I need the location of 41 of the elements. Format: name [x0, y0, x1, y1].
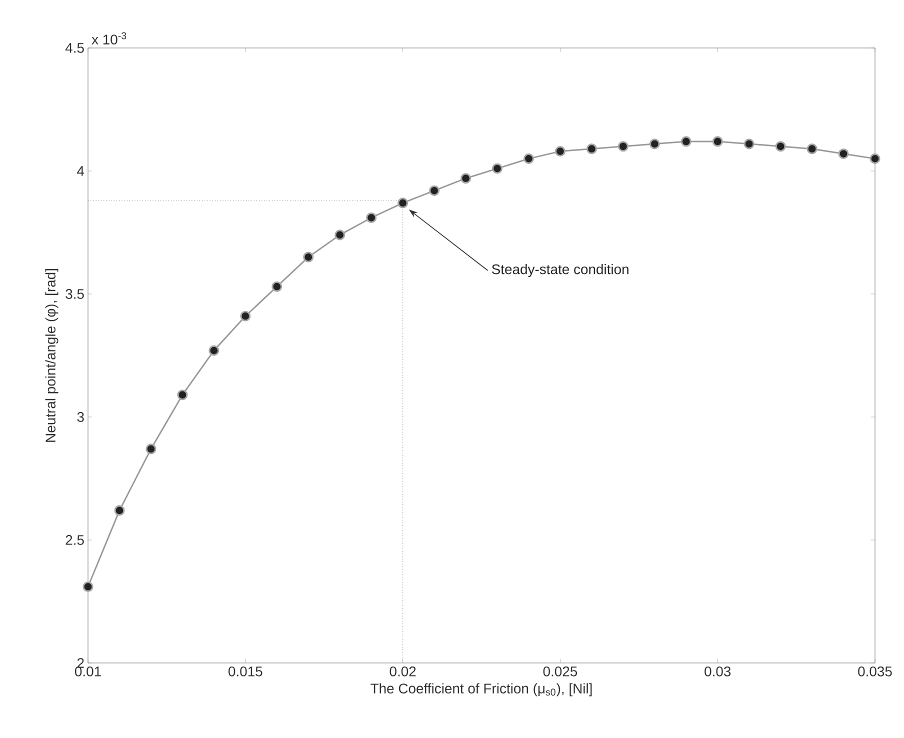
point [272, 281, 282, 292]
y-tick-label: 4 [77, 166, 84, 176]
point [712, 136, 723, 147]
point [146, 444, 156, 454]
point [838, 148, 849, 160]
point [586, 144, 597, 154]
point [398, 198, 408, 208]
point [523, 153, 534, 164]
point [82, 581, 94, 592]
x-tick-label: 0.035 [858, 666, 892, 676]
point [208, 345, 220, 356]
point [460, 173, 472, 184]
x-axis-title: The Coefficient of Friction (μ$_{s0}$), [Nil] [370, 683, 592, 696]
point [806, 144, 818, 154]
point [775, 141, 786, 152]
y-tick-label: 2.5 [66, 535, 84, 545]
annotation: Steady-state condition [492, 264, 628, 277]
point [618, 141, 628, 152]
point [366, 212, 377, 224]
text: x 10$^{-3}$ [92, 32, 126, 44]
x-tick-label: 0.03 [704, 666, 731, 676]
y-tick-label: 3 [77, 412, 84, 422]
y-tick-label: 3.5 [66, 289, 84, 299]
x-tick-label: 0.015 [228, 666, 262, 676]
point [240, 310, 251, 322]
x-tick-label: 0.01 [74, 666, 101, 676]
y-axis-title: Neutral point/angle (φ), [rad] [45, 269, 58, 442]
point [744, 138, 754, 150]
y-tick-label: 4.5 [65, 43, 84, 53]
x-tick-label: 0.025 [543, 666, 578, 676]
point [429, 185, 440, 196]
point [303, 252, 314, 262]
point [680, 136, 692, 147]
point [492, 163, 503, 174]
point [114, 505, 125, 516]
point [554, 146, 566, 157]
point [870, 153, 880, 164]
point [334, 230, 346, 240]
x-tick-label: 0.02 [390, 666, 416, 676]
point [649, 138, 660, 150]
point [177, 390, 188, 400]
